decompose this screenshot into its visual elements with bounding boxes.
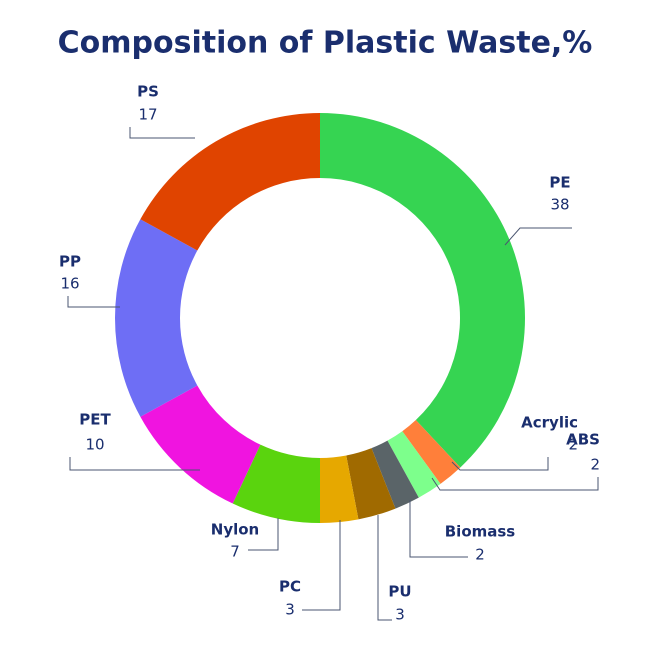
slice-label: Nylon: [211, 521, 259, 539]
leader-line: [67, 296, 120, 308]
slice-label: PP: [59, 253, 81, 271]
leader-line: [504, 227, 572, 246]
slice-label: PE: [549, 174, 570, 192]
leader-line: [129, 127, 195, 139]
slice-label: PS: [137, 83, 159, 101]
slice-label: Biomass: [445, 523, 516, 541]
value-label: 3: [395, 606, 405, 624]
donut-segment: [387, 431, 441, 498]
leader-line: [69, 457, 200, 471]
value-label: 2: [568, 436, 578, 454]
donut-segment: [140, 385, 261, 504]
donut-segment: [371, 440, 419, 509]
donut-segment: [402, 420, 461, 484]
value-label: 2: [590, 456, 600, 474]
slice-label: PET: [79, 411, 111, 429]
value-label: 2: [475, 546, 485, 564]
leader-line: [431, 477, 599, 491]
leader-line: [451, 457, 549, 471]
slice-label: Acrylic: [521, 414, 578, 432]
slice-label: ABS: [566, 431, 600, 449]
slice-label: PC: [279, 578, 301, 596]
leader-line: [248, 518, 279, 551]
chart-title: Composition of Plastic Waste,%: [58, 26, 593, 61]
value-label: 17: [138, 106, 157, 124]
donut-segment: [114, 219, 198, 417]
value-label: 10: [85, 436, 104, 454]
value-label: 16: [60, 275, 79, 293]
value-label: 7: [230, 543, 240, 561]
leader-line: [409, 500, 468, 558]
value-label: 3: [285, 601, 295, 619]
donut-segment: [320, 455, 359, 523]
value-label: 38: [550, 196, 569, 214]
donut-segment: [140, 113, 320, 251]
leader-line: [377, 515, 392, 621]
donut-segment: [346, 448, 396, 520]
donut-segment: [320, 113, 525, 468]
donut-segment: [232, 444, 320, 523]
leader-line: [302, 520, 341, 611]
slice-label: PU: [388, 583, 411, 601]
